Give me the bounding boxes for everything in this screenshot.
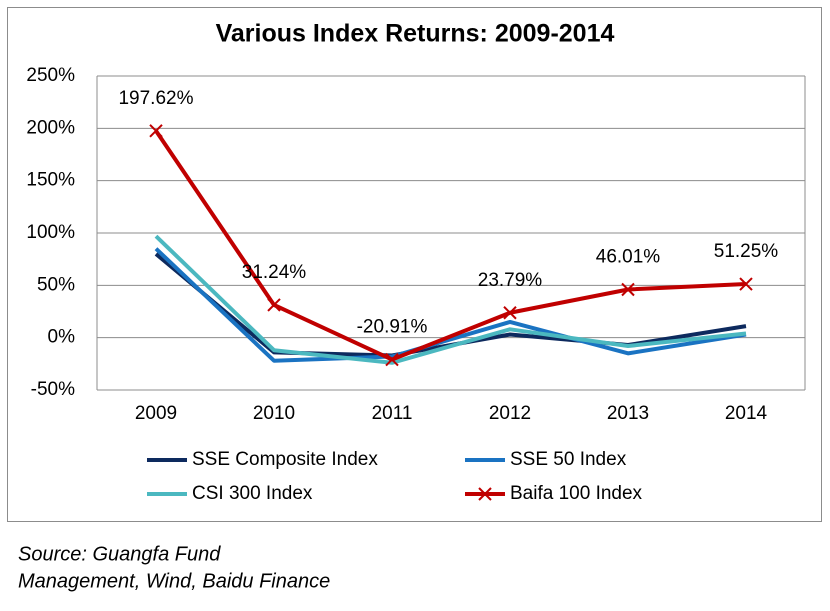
legend-label: Baifa 100 Index xyxy=(510,483,643,504)
legend-label: CSI 300 Index xyxy=(192,483,313,504)
x-tick-label: 2010 xyxy=(253,403,295,424)
series-line xyxy=(154,247,747,363)
legend-label: SSE 50 Index xyxy=(510,449,627,470)
y-tick-label: 200% xyxy=(26,117,75,138)
marker-stroke xyxy=(739,277,753,291)
chart-title: Various Index Returns: 2009-2014 xyxy=(216,20,615,48)
y-tick-label: 50% xyxy=(37,274,75,295)
x-tick-label: 2009 xyxy=(135,403,177,424)
series-line xyxy=(154,129,747,362)
data-label: 23.79% xyxy=(478,270,543,291)
data-label: 31.24% xyxy=(242,262,307,283)
marker-stroke xyxy=(503,306,517,320)
marker xyxy=(385,352,399,367)
data-label: 46.01% xyxy=(596,247,661,268)
source-text: Management, Wind, Baidu Finance xyxy=(18,570,330,592)
marker xyxy=(149,124,163,138)
marker xyxy=(267,298,281,312)
marker-stroke xyxy=(385,352,399,367)
marker xyxy=(739,277,753,291)
series-line xyxy=(154,234,747,365)
marker xyxy=(503,306,517,320)
marker xyxy=(621,282,635,297)
chart-frame xyxy=(7,7,822,522)
source-text: Source: Guangfa Fund xyxy=(18,543,221,565)
y-tick-label: 250% xyxy=(26,65,75,86)
x-tick-label: 2012 xyxy=(489,403,531,424)
marker-stroke xyxy=(478,487,492,501)
data-label: -20.91% xyxy=(357,317,428,338)
y-tick-label: -50% xyxy=(31,379,75,400)
y-tick-label: 0% xyxy=(48,327,76,348)
data-label: 51.25% xyxy=(714,241,779,262)
marker-stroke xyxy=(149,124,163,138)
y-tick-label: 100% xyxy=(26,222,75,243)
marker-stroke xyxy=(621,282,635,297)
legend-label: SSE Composite Index xyxy=(192,449,378,470)
x-tick-label: 2014 xyxy=(725,403,768,424)
x-tick-label: 2013 xyxy=(607,403,649,424)
data-label: 197.62% xyxy=(118,88,193,109)
marker-stroke xyxy=(267,298,281,312)
y-tick-label: 150% xyxy=(26,170,75,191)
x-tick-label: 2011 xyxy=(372,403,413,424)
marker xyxy=(478,487,492,501)
